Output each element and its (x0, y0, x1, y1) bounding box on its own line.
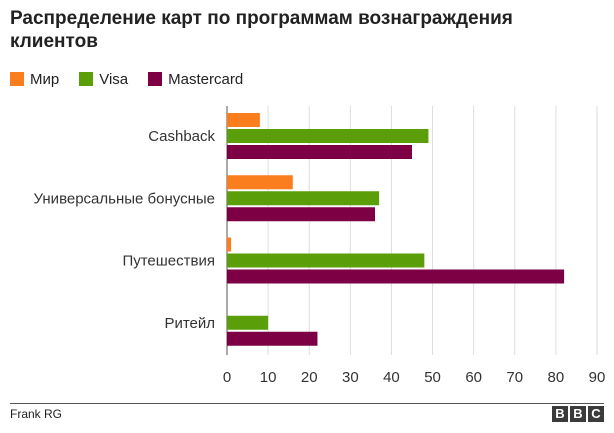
bar-0-2 (227, 237, 232, 252)
bar-2-3 (227, 331, 318, 346)
legend-item-mastercard: Mastercard (148, 71, 243, 88)
x-tick-label-1: 10 (260, 369, 277, 386)
legend-swatch-mastercard (148, 72, 163, 86)
x-tick-label-0: 0 (223, 369, 231, 386)
footer-divider (10, 403, 604, 404)
bar-2-1 (227, 207, 375, 222)
bar-chart: 0 10 20 30 40 50 60 70 80 90 Cashback Универсальные… (34, 106, 606, 386)
bbc-logo: B B C (550, 406, 604, 422)
x-tick-label-9: 90 (589, 369, 606, 386)
legend-swatch-visa (79, 72, 94, 86)
bar-1-2 (227, 253, 425, 268)
chart-legend: Мир Visa Mastercard (10, 70, 263, 88)
x-tick-label-7: 70 (506, 369, 523, 386)
bar-0-1 (227, 175, 293, 190)
bbc-logo-letter-3: C (588, 406, 604, 422)
bar-1-0 (227, 129, 429, 143)
x-tick-label-8: 80 (548, 369, 565, 386)
legend-label-visa: Visa (99, 70, 129, 88)
legend-label-mastercard: Mastercard (168, 70, 244, 88)
legend-swatch-mir (10, 72, 24, 86)
category-label-2: Путешествия (122, 253, 215, 270)
category-label-1: Универсальные бонусные (34, 190, 215, 207)
category-label-3: Ритейл (164, 315, 215, 332)
bbc-logo-letter-2: B (570, 406, 586, 422)
bar-2-2 (227, 269, 565, 284)
source-credit: Frank RG (10, 407, 63, 421)
x-tick-label-2: 20 (301, 369, 318, 386)
legend-item-mir: Мир (10, 71, 59, 88)
x-tick-label-3: 30 (342, 369, 359, 386)
chart-title: Распределение карт по программам вознагр… (10, 8, 513, 52)
bar-0-0 (227, 113, 260, 127)
bar-1-3 (227, 315, 269, 330)
bar-1-1 (227, 191, 380, 206)
x-tick-label-4: 40 (383, 369, 400, 386)
legend-item-visa: Visa (79, 71, 128, 88)
x-tick-label-6: 60 (465, 369, 482, 386)
legend-label-mir: Мир (30, 70, 60, 88)
category-label-0: Cashback (148, 128, 215, 145)
x-tick-label-5: 50 (424, 369, 441, 386)
bar-2-0 (227, 145, 412, 159)
bbc-logo-letter-1: B (552, 406, 568, 422)
